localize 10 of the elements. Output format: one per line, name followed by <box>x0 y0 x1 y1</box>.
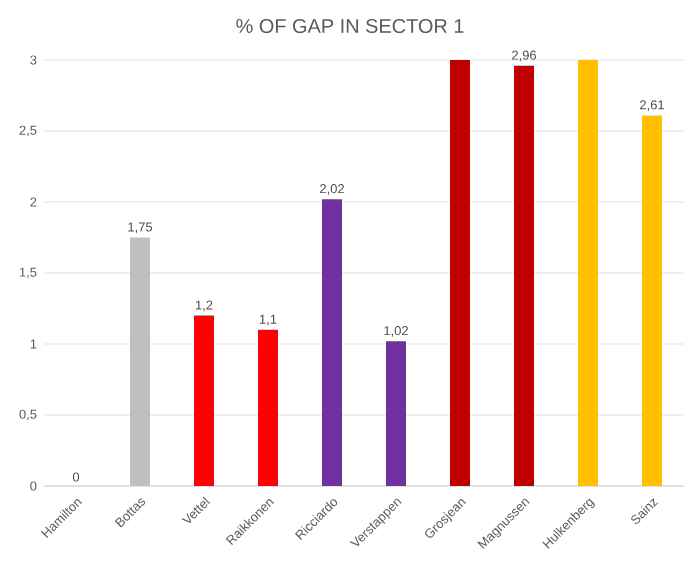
bar <box>258 329 278 486</box>
bar <box>194 315 214 486</box>
bar <box>386 341 406 486</box>
bar <box>642 115 662 486</box>
bar <box>130 237 150 486</box>
bar <box>322 199 342 486</box>
bar <box>450 59 470 486</box>
bar <box>514 65 534 486</box>
chart-title: % OF GAP IN SECTOR 1 <box>236 18 464 34</box>
bar <box>578 59 598 486</box>
